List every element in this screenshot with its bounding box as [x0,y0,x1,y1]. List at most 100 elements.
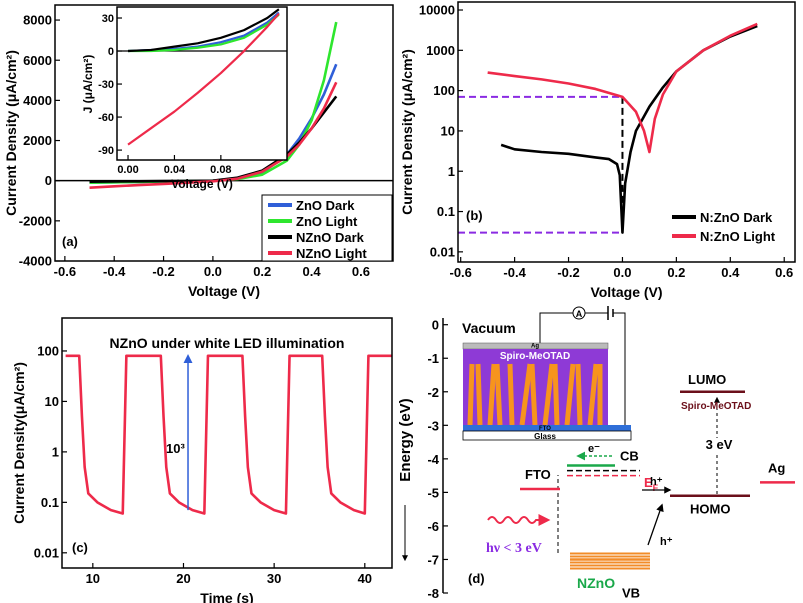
y-tick-label: 10 [45,394,59,409]
level-label: LUMO [688,372,726,387]
data-line [128,13,280,53]
y-axis-label: Energy (eV) [397,398,414,481]
y-tick-label: 0.01 [34,545,59,560]
level-label: VB [622,585,640,600]
meter-label: A [576,309,583,319]
data-line [127,8,280,53]
x-tick-label: -0.4 [103,264,126,279]
x-tick-label: 10 [86,571,100,586]
x-tick-label: 40 [358,571,372,586]
panel-label: (c) [72,540,88,555]
y-tick-label: 1 [52,444,59,459]
plot-frame [54,4,394,262]
plot-frame [457,1,796,263]
x-tick-label: 0.2 [253,264,271,279]
layer-label: Spiro-MeOTAD [500,351,570,362]
y-tick-label: -8 [427,586,439,601]
y-tick-label: -4000 [19,254,52,269]
level-sublabel: NZnO [577,575,615,591]
legend-label: N:ZnO Light [700,229,776,244]
y-tick-label: -6 [427,519,439,534]
y-tick-label: 10 [441,123,455,138]
arrow-label: 10³ [166,441,185,456]
y-tick-label: -90 [98,145,114,157]
y-tick-label: 6000 [23,53,52,68]
chart-title: NZnO under white LED illumination [110,335,345,351]
y-tick-label: 0.1 [41,495,59,510]
y-tick-label: 100 [433,83,455,98]
x-tick-label: 0.0 [613,265,631,280]
data-line [487,22,758,154]
level-sublabel: Spiro-MeOTAD [681,401,751,412]
y-axis-label: Current Density(μA/cm²) [11,362,27,524]
x-tick-label: -0.4 [503,265,526,280]
x-tick-label: 0.4 [303,264,322,279]
x-tick-label: -0.2 [557,265,579,280]
plot-area [65,354,392,515]
x-axis-label: Time (s) [200,590,253,603]
x-tick-label: 0.00 [117,164,138,176]
panel-label: (b) [466,208,483,223]
x-tick-label: 0.2 [667,265,685,280]
plot-area [117,8,287,146]
y-tick-label: 4000 [23,93,52,108]
y-tick-label: 8000 [23,13,52,28]
panel-label: (d) [468,571,485,586]
legend-label: ZnO Light [296,214,358,229]
electron-label: e⁻ [588,443,600,455]
plot-area [55,21,393,190]
y-tick-label: 0 [108,46,114,58]
x-axis-label: Voltage (V) [171,177,233,191]
data-line [500,24,758,234]
panel-label: (a) [62,234,78,249]
data-line [65,354,392,515]
y-tick-label: -4 [427,452,439,467]
level-label: FTO [525,467,551,482]
y-tick-label: -2000 [19,213,52,228]
hole-label: h⁺ [660,536,673,548]
y-tick-label: -5 [427,485,439,500]
x-tick-label: -0.6 [449,265,471,280]
x-tick-label: 20 [176,571,190,586]
legend-label: ZnO Dark [296,198,355,213]
y-tick-label: -30 [98,79,114,91]
x-tick-label: 0.6 [352,264,370,279]
panels: -0.6 -0.4 -0.2 0.0 0.2 0.4 0.6-4000-2000020004… [3,1,796,603]
hole-label: h⁺ [650,476,663,488]
data-line [127,12,280,146]
plot-area [458,22,758,234]
y-tick-label: -2 [427,385,439,400]
y-tick-label: -3 [427,418,439,433]
x-tick-label: 0.4 [721,265,740,280]
y-tick-label: 100 [37,344,59,359]
energy-annotations: Vacuum e⁻ EF h⁺ hν < 3 eV h⁺ 3 eV [402,320,735,562]
y-tick-label: 10000 [419,3,455,18]
plot-frame [61,317,393,569]
legend-label: NZnO Light [296,246,367,261]
layer-label: Glass [534,432,556,441]
y-tick-label: -1 [427,351,439,366]
x-tick-label: 30 [267,571,281,586]
layer-label: FTO [539,426,551,432]
y-tick-label: 0.1 [437,204,455,219]
x-tick-label: 0.08 [210,164,231,176]
inset-bg [117,7,287,160]
y-tick-label: -60 [98,112,114,124]
y-tick-label: -7 [427,552,439,567]
y-axis-label: Current Density (μA/cm²) [3,50,19,216]
y-axis-label: Current Density (μA/cm²) [399,49,415,215]
x-tick-label: -0.2 [152,264,174,279]
y-tick-label: 2000 [23,133,52,148]
x-tick-label: 0.0 [204,264,222,279]
data-line [89,81,338,190]
photon-label: hν < 3 eV [486,541,542,556]
legend-label: NZnO Dark [296,230,365,245]
fermi-label: EF [644,475,659,493]
y-tick-label: 0 [432,318,439,333]
y-tick-label: 0 [45,173,52,188]
gap-label: 3 eV [706,437,733,452]
x-tick-label: 0.04 [164,164,186,176]
x-axis-label: Voltage (V) [188,283,260,299]
y-axis-label: J (μA/cm²) [81,55,95,114]
